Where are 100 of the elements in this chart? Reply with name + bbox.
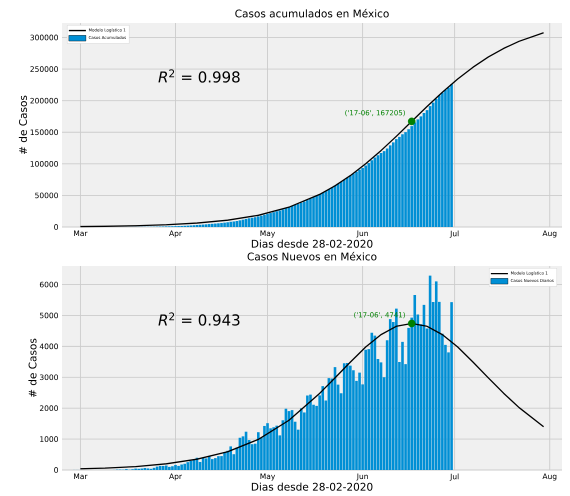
bar — [180, 464, 183, 470]
bar — [398, 136, 401, 227]
bar — [444, 90, 447, 227]
bar — [260, 216, 263, 227]
bar — [290, 410, 294, 470]
bar — [214, 458, 217, 470]
bar — [370, 332, 374, 470]
bar — [407, 129, 410, 227]
bar — [204, 458, 208, 470]
bar — [388, 145, 392, 227]
bar — [242, 220, 244, 227]
bar — [361, 168, 364, 227]
bar — [318, 194, 321, 227]
line-series — [80, 32, 544, 228]
bar — [263, 426, 266, 470]
bar — [288, 411, 290, 470]
bar — [275, 426, 278, 470]
bar — [447, 88, 450, 227]
bar — [426, 110, 428, 227]
x-axis-title: Dias desde 28-02-2020 — [252, 240, 372, 248]
bar — [171, 466, 174, 470]
bar — [401, 342, 404, 470]
bar — [238, 220, 242, 227]
bar — [250, 218, 254, 227]
bar — [374, 336, 376, 470]
bar — [434, 281, 438, 470]
bar — [223, 222, 226, 227]
bar — [312, 197, 315, 227]
bar — [223, 452, 226, 470]
bar — [229, 222, 232, 227]
bar — [388, 319, 392, 470]
bar — [328, 189, 330, 227]
bar — [186, 462, 190, 470]
bar — [309, 394, 312, 470]
bar — [202, 458, 204, 470]
bar — [220, 223, 223, 227]
annotation: R$^{2}$ = 0.998 — [158, 69, 240, 83]
bar — [294, 204, 296, 227]
bar — [422, 112, 426, 227]
bar — [269, 213, 272, 227]
y-axis-title: # de Casos — [28, 338, 37, 398]
bar — [250, 444, 254, 470]
bar — [346, 178, 349, 227]
bar — [330, 188, 334, 227]
bar — [342, 363, 346, 470]
bar — [450, 84, 453, 227]
bar — [392, 142, 395, 227]
bar — [328, 378, 330, 470]
bar — [401, 134, 404, 227]
bar — [428, 276, 432, 470]
bar — [386, 148, 388, 227]
bar — [376, 155, 380, 227]
bar — [413, 294, 416, 470]
bar — [236, 220, 238, 227]
bar — [229, 446, 232, 470]
bar — [416, 119, 420, 227]
bar — [257, 432, 260, 470]
bar — [370, 160, 374, 227]
bar — [288, 207, 290, 227]
bar — [214, 224, 217, 227]
bar — [404, 132, 407, 227]
bar — [364, 166, 367, 227]
bar — [422, 304, 426, 470]
bar — [420, 116, 422, 227]
bar — [395, 139, 398, 227]
bar — [211, 459, 214, 470]
bar — [244, 218, 248, 227]
bar — [303, 202, 306, 227]
bar — [438, 95, 441, 227]
y-axis-title: # de Casos — [18, 96, 27, 154]
bar — [272, 212, 275, 227]
bar — [266, 423, 269, 470]
bar — [352, 174, 355, 227]
bar — [428, 106, 432, 227]
x-axis-title: Dias desde 28-02-2020 — [252, 482, 372, 491]
bar — [336, 184, 340, 227]
bar — [266, 214, 269, 227]
bar — [441, 92, 444, 227]
annotation: R$^{2}$ = 0.943 — [158, 312, 240, 326]
bar — [340, 182, 342, 227]
bar — [284, 408, 288, 470]
bar — [248, 218, 250, 227]
bar — [382, 151, 386, 227]
bar — [290, 206, 294, 227]
bar — [263, 214, 266, 227]
bar — [208, 224, 211, 227]
bar — [254, 217, 257, 227]
bar — [168, 466, 171, 470]
bar — [282, 210, 284, 227]
bar — [278, 210, 282, 227]
bar — [349, 176, 352, 227]
bar — [164, 466, 168, 470]
chart-title: Casos acumulados en México — [235, 8, 389, 18]
bar — [275, 211, 278, 227]
bar — [232, 221, 236, 227]
bar — [162, 466, 165, 470]
bar — [296, 204, 300, 227]
bar — [217, 456, 220, 470]
bar — [309, 198, 312, 227]
bar — [244, 432, 248, 470]
